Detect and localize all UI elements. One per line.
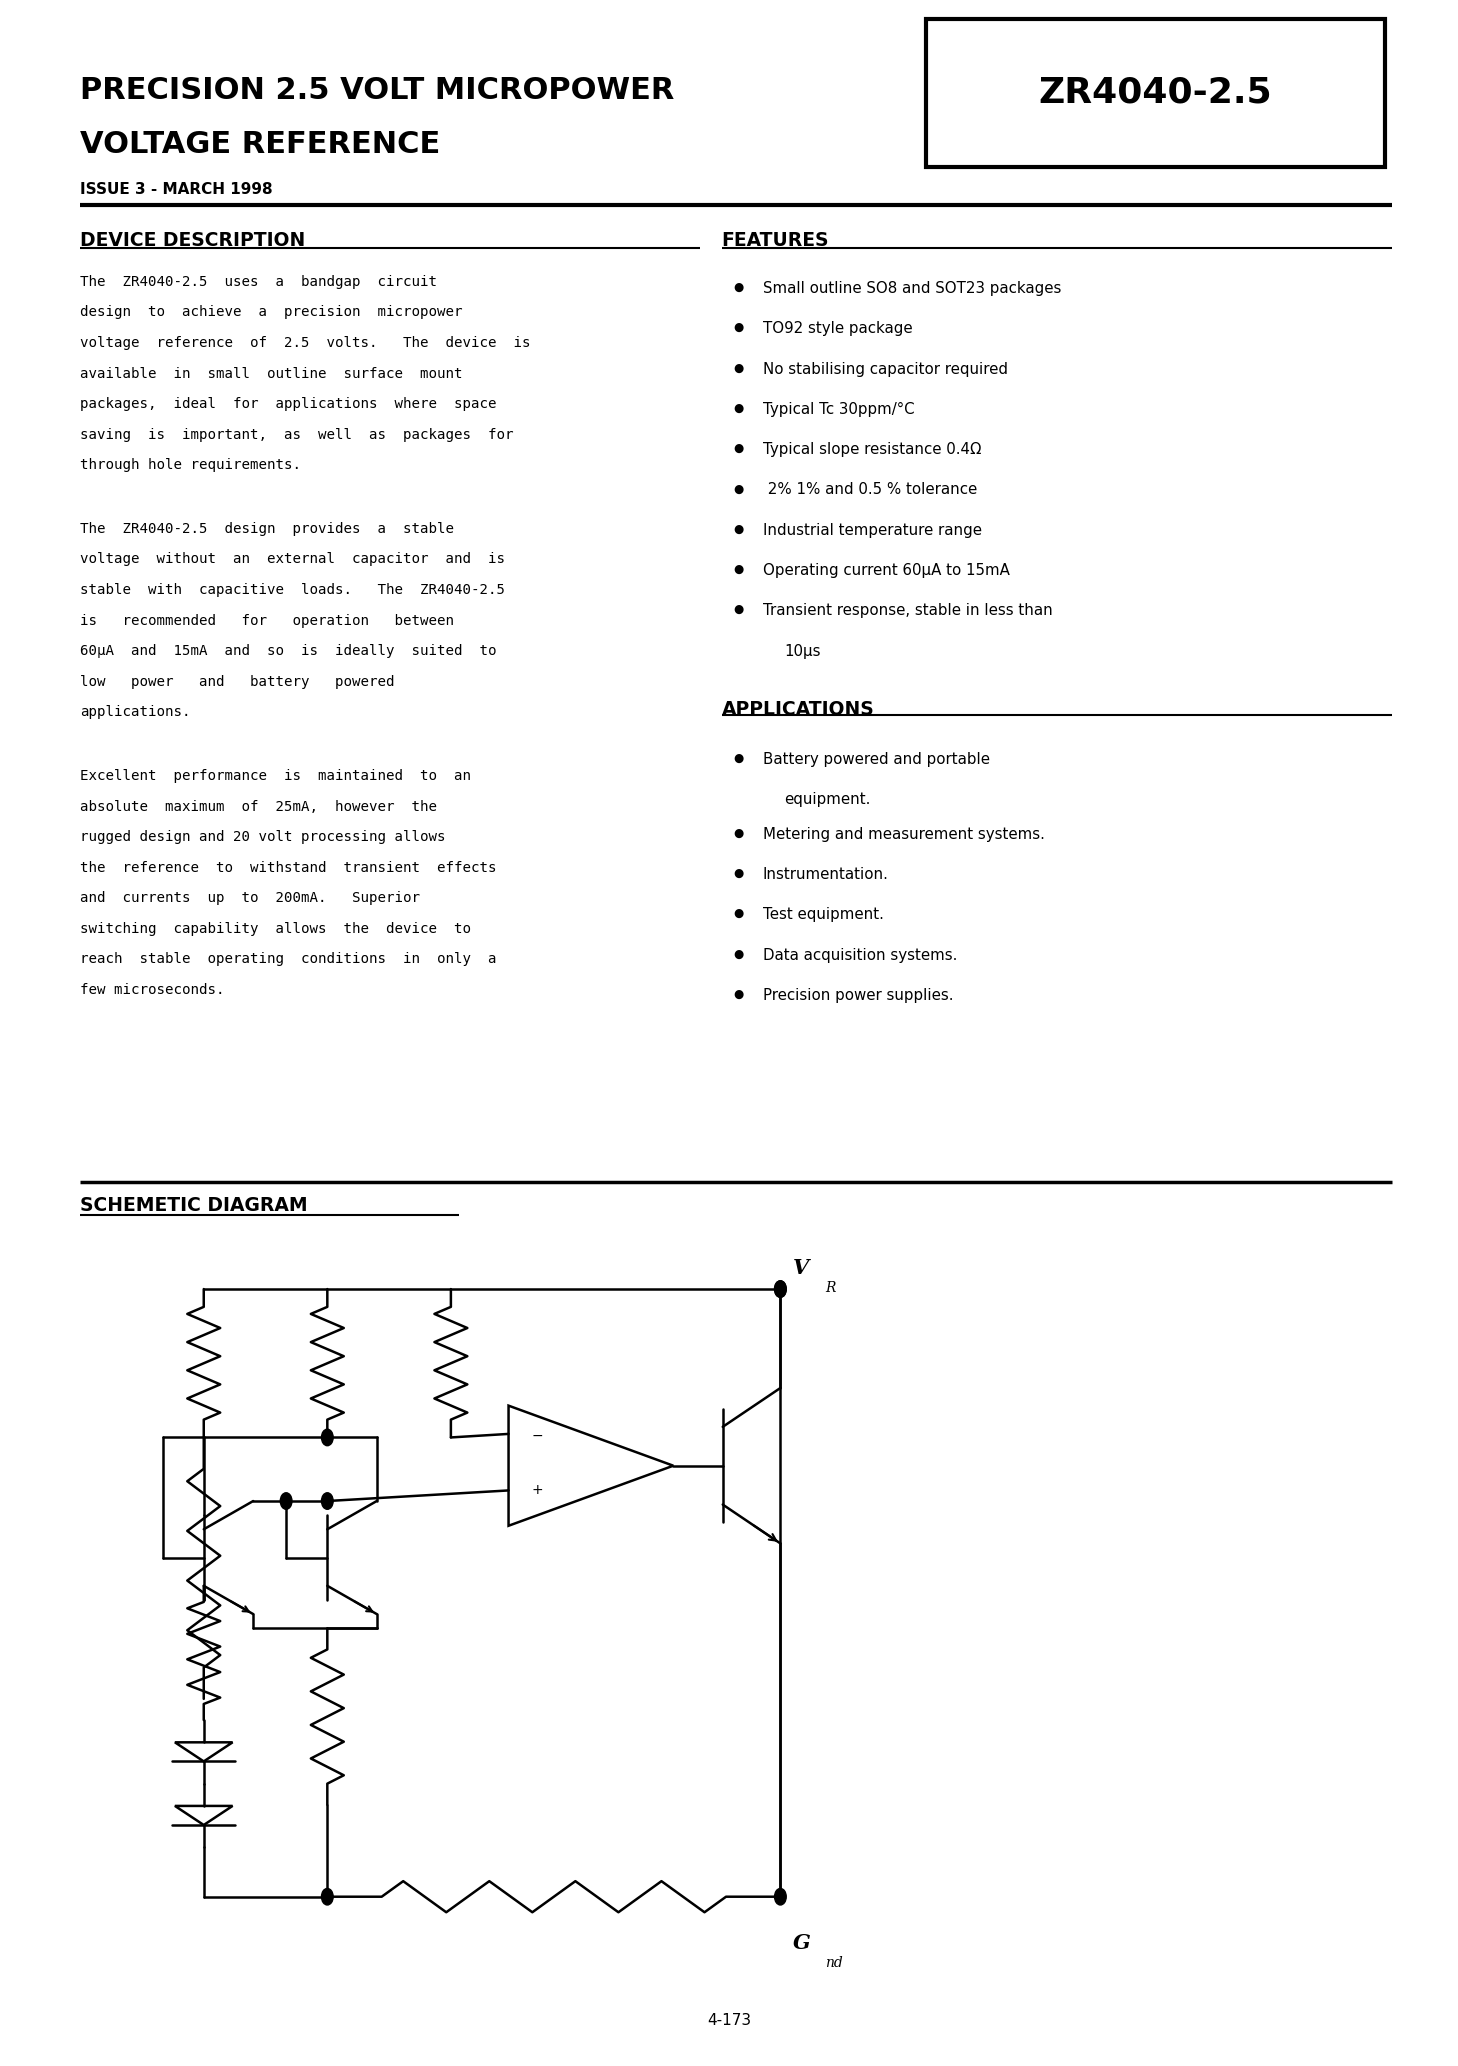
Text: TO92 style package: TO92 style package	[763, 320, 913, 337]
Text: saving  is  important,  as  well  as  packages  for: saving is important, as well as packages…	[80, 428, 513, 442]
Text: Precision power supplies.: Precision power supplies.	[763, 988, 954, 1002]
Text: ●: ●	[733, 948, 744, 961]
Text: ●: ●	[733, 401, 744, 415]
Circle shape	[774, 1281, 786, 1297]
Text: ●: ●	[733, 481, 744, 496]
Text: 60μA  and  15mA  and  so  is  ideally  suited  to: 60μA and 15mA and so is ideally suited t…	[80, 645, 497, 659]
Text: switching  capability  allows  the  device  to: switching capability allows the device t…	[80, 921, 471, 936]
Text: Typical slope resistance 0.4Ω: Typical slope resistance 0.4Ω	[763, 442, 981, 457]
Text: low   power   and   battery   powered: low power and battery powered	[80, 676, 395, 688]
Text: ●: ●	[733, 362, 744, 374]
Text: Test equipment.: Test equipment.	[763, 907, 884, 921]
Text: 4-173: 4-173	[707, 2012, 751, 2029]
Text: stable  with  capacitive  loads.   The  ZR4040-2.5: stable with capacitive loads. The ZR4040…	[80, 583, 504, 597]
Text: through hole requirements.: through hole requirements.	[80, 459, 302, 473]
Text: The  ZR4040-2.5  uses  a  bandgap  circuit: The ZR4040-2.5 uses a bandgap circuit	[80, 275, 437, 289]
Text: No stabilising capacitor required: No stabilising capacitor required	[763, 362, 1007, 376]
Text: packages,  ideal  for  applications  where  space: packages, ideal for applications where s…	[80, 397, 497, 411]
Circle shape	[321, 1888, 332, 1905]
Text: ISSUE 3 - MARCH 1998: ISSUE 3 - MARCH 1998	[80, 182, 273, 196]
Text: Operating current 60μA to 15mA: Operating current 60μA to 15mA	[763, 562, 1009, 578]
Text: ●: ●	[733, 603, 744, 616]
Text: is   recommended   for   operation   between: is recommended for operation between	[80, 614, 455, 628]
Text: G: G	[793, 1934, 811, 1952]
Text: Instrumentation.: Instrumentation.	[763, 868, 888, 882]
Text: 10μs: 10μs	[784, 643, 821, 659]
Text: ZR4040-2.5: ZR4040-2.5	[1038, 76, 1273, 109]
Text: ●: ●	[733, 442, 744, 455]
Text: ●: ●	[733, 907, 744, 919]
Text: available  in  small  outline  surface  mount: available in small outline surface mount	[80, 366, 462, 380]
Text: ●: ●	[733, 523, 744, 535]
Text: −: −	[532, 1430, 544, 1442]
Text: Small outline SO8 and SOT23 packages: Small outline SO8 and SOT23 packages	[763, 281, 1061, 295]
Text: ●: ●	[733, 281, 744, 293]
Text: V: V	[793, 1258, 809, 1279]
Text: design  to  achieve  a  precision  micropower: design to achieve a precision micropower	[80, 306, 462, 320]
Text: DEVICE DESCRIPTION: DEVICE DESCRIPTION	[80, 231, 305, 250]
Text: voltage  reference  of  2.5  volts.   The  device  is: voltage reference of 2.5 volts. The devi…	[80, 337, 531, 349]
Circle shape	[280, 1494, 292, 1510]
Circle shape	[321, 1494, 332, 1510]
Text: Excellent  performance  is  maintained  to  an: Excellent performance is maintained to a…	[80, 769, 471, 783]
Text: Transient response, stable in less than: Transient response, stable in less than	[763, 603, 1053, 618]
Text: ●: ●	[733, 320, 744, 335]
Text: 2% 1% and 0.5 % tolerance: 2% 1% and 0.5 % tolerance	[763, 481, 977, 498]
Text: +: +	[532, 1483, 544, 1498]
Text: ●: ●	[733, 752, 744, 764]
Text: voltage  without  an  external  capacitor  and  is: voltage without an external capacitor an…	[80, 552, 504, 566]
Text: ●: ●	[733, 826, 744, 839]
Text: the  reference  to  withstand  transient  effects: the reference to withstand transient eff…	[80, 862, 497, 874]
Text: ●: ●	[733, 562, 744, 576]
Circle shape	[774, 1281, 786, 1297]
Text: Typical Tc 30ppm/°C: Typical Tc 30ppm/°C	[763, 401, 914, 417]
Text: rugged design and 20 volt processing allows: rugged design and 20 volt processing all…	[80, 831, 446, 845]
Circle shape	[321, 1430, 332, 1446]
Text: VOLTAGE REFERENCE: VOLTAGE REFERENCE	[80, 130, 440, 159]
Text: The  ZR4040-2.5  design  provides  a  stable: The ZR4040-2.5 design provides a stable	[80, 523, 455, 535]
Text: absolute  maximum  of  25mA,  however  the: absolute maximum of 25mA, however the	[80, 800, 437, 814]
Text: Metering and measurement systems.: Metering and measurement systems.	[763, 826, 1044, 841]
Circle shape	[774, 1888, 786, 1905]
Text: Data acquisition systems.: Data acquisition systems.	[763, 948, 956, 963]
Text: SCHEMETIC DIAGRAM: SCHEMETIC DIAGRAM	[80, 1196, 308, 1215]
Text: few microseconds.: few microseconds.	[80, 983, 225, 998]
Text: ●: ●	[733, 868, 744, 880]
Text: R: R	[825, 1281, 835, 1295]
Text: and  currents  up  to  200mA.   Superior: and currents up to 200mA. Superior	[80, 890, 420, 905]
Text: APPLICATIONS: APPLICATIONS	[722, 700, 875, 719]
Text: nd: nd	[825, 1957, 843, 1969]
Text: reach  stable  operating  conditions  in  only  a: reach stable operating conditions in onl…	[80, 952, 497, 967]
Bar	[926, 19, 1385, 167]
Text: Battery powered and portable: Battery powered and portable	[763, 752, 990, 766]
Text: Industrial temperature range: Industrial temperature range	[763, 523, 981, 537]
Text: ●: ●	[733, 988, 744, 1000]
Text: FEATURES: FEATURES	[722, 231, 830, 250]
Text: equipment.: equipment.	[784, 793, 870, 808]
Text: applications.: applications.	[80, 705, 191, 719]
Text: PRECISION 2.5 VOLT MICROPOWER: PRECISION 2.5 VOLT MICROPOWER	[80, 76, 675, 105]
